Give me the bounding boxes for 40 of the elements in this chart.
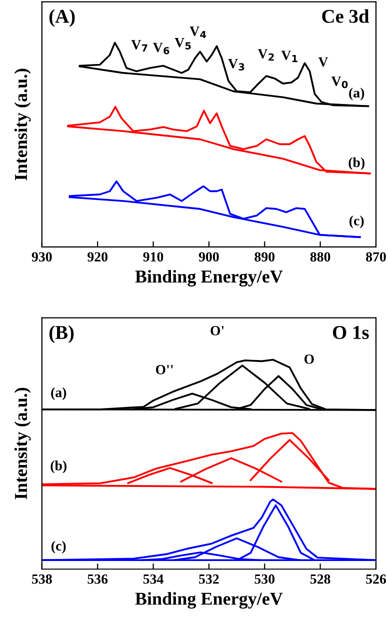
y-axis-title: Intensity (a.u.) — [14, 388, 31, 500]
text: Ce 3d — [322, 9, 370, 23]
x-tick-label: 536 — [88, 574, 108, 584]
annotation: (c) — [52, 540, 66, 554]
annotation: (b) — [50, 460, 66, 474]
annotation: V$_{5}$ — [174, 38, 191, 50]
x-axis-title: Binding Energy/eV — [135, 270, 283, 286]
x-tick-label: 920 — [88, 252, 108, 262]
text: (B) — [49, 325, 74, 344]
text: V$_{4}$ — [190, 26, 206, 38]
annotation: (b) — [348, 157, 364, 170]
x-tick-label: 528 — [310, 574, 330, 584]
annotation: (a) — [51, 387, 66, 400]
annotation: V$_{6}$ — [152, 42, 170, 54]
annotation: (a) — [349, 88, 364, 100]
annotation: V$_{7}$ — [131, 40, 148, 52]
x-axis-title: Binding Energy/eV — [135, 592, 283, 609]
annotation: O — [304, 354, 314, 364]
x-tick-label: 880 — [310, 252, 330, 262]
x-tick-label: 890 — [254, 252, 275, 262]
x-tick-label: 530 — [254, 574, 275, 584]
annotation: V — [318, 57, 328, 67]
annotation: V$_{1}$ — [281, 50, 298, 62]
x-tick-label: 538 — [32, 574, 52, 584]
y-axis-title: Intensity (a.u.) — [14, 68, 31, 180]
x-tick-label: 534 — [143, 574, 164, 584]
x-tick-label: 900 — [198, 252, 219, 262]
x-tick-label: 930 — [32, 252, 52, 262]
annotation: O'' — [156, 365, 173, 374]
text: (A) — [49, 9, 75, 27]
x-tick-label: 532 — [199, 574, 219, 584]
annotation: V$_{0}$ — [331, 76, 348, 88]
annotation: V$_{3}$ — [228, 59, 244, 71]
x-tick-label: 870 — [366, 252, 386, 262]
annotation: (c) — [350, 216, 364, 228]
x-tick-label: 526 — [366, 574, 386, 584]
annotation: V$_{2}$ — [258, 49, 274, 61]
x-tick-label: 910 — [143, 252, 164, 262]
text: O' — [210, 326, 224, 336]
text: O 1s — [332, 326, 369, 340]
